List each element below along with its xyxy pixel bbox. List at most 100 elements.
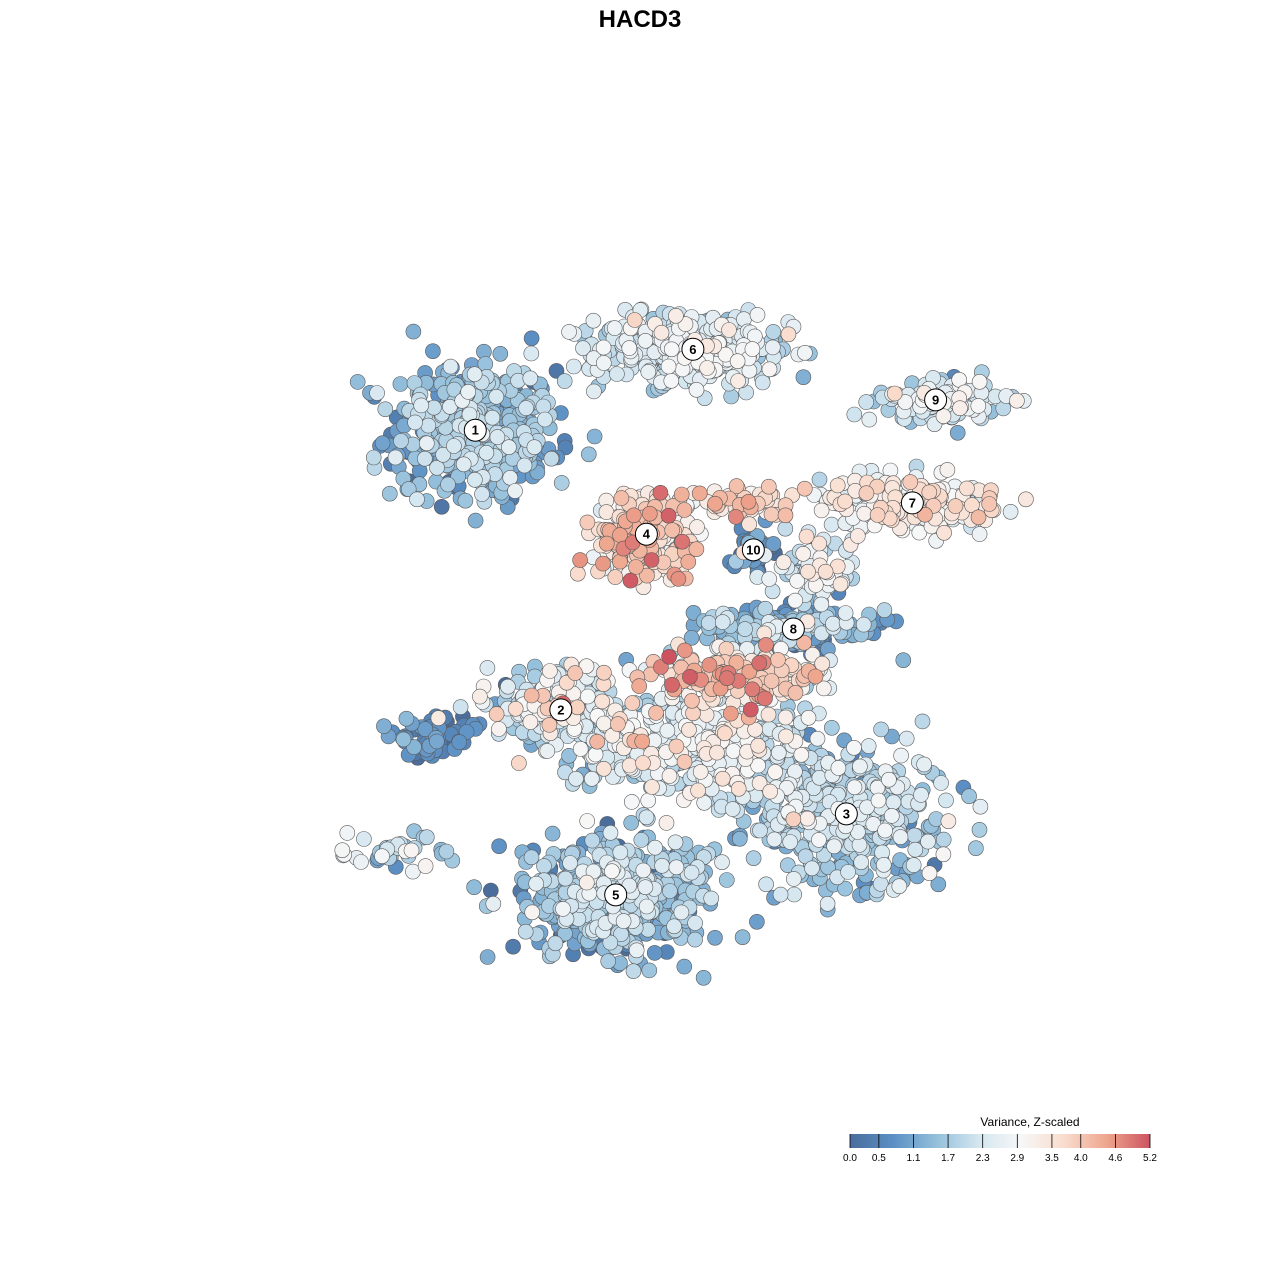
data-point [547,935,564,952]
data-point [682,668,698,685]
data-point [775,554,792,571]
data-point [688,381,705,398]
data-point [699,360,715,376]
legend-tick-label: 0.5 [872,1153,886,1164]
data-point [846,779,863,796]
legend-colorbar [850,1134,1150,1148]
data-point [640,792,657,809]
data-point [758,637,774,653]
data-point [491,838,507,855]
data-point [770,744,787,761]
data-point [641,962,658,979]
data-point [723,388,740,405]
data-point [763,673,780,689]
data-point [752,822,768,839]
data-point [622,572,639,589]
data-point [797,344,813,361]
data-point [800,709,817,726]
data-point [395,731,412,748]
data-point [858,394,875,410]
data-point [666,918,682,935]
data-point [799,810,816,827]
data-point [777,520,794,537]
data-point [785,871,802,887]
data-point [939,462,956,478]
data-point [580,446,597,463]
data-point [949,424,966,441]
data-point [714,770,731,787]
data-point [561,747,577,764]
data-point [409,491,425,508]
data-point [606,320,623,336]
data-point [689,519,705,535]
data-point [662,883,678,899]
data-point [635,862,652,879]
data-point [387,449,404,466]
data-point [543,450,560,467]
data-point [750,737,767,754]
data-point [971,373,988,390]
data-point [826,838,842,855]
data-point [722,705,739,722]
data-point [663,372,680,389]
data-point [418,435,435,452]
data-point [600,953,617,970]
data-point [749,913,765,930]
data-point [594,693,611,710]
cluster-label-8: 8 [781,617,805,641]
data-point [595,355,612,371]
data-point [767,764,784,780]
data-point [584,832,601,849]
data-point [968,840,984,857]
data-point [652,484,669,501]
data-point [653,324,670,341]
data-point [500,678,516,695]
data-point [377,401,394,418]
data-point [667,834,684,851]
data-point [624,695,641,711]
data-point [482,882,499,899]
data-point [425,343,441,360]
data-point [612,553,628,570]
data-point [489,429,506,445]
data-point [466,879,482,896]
data-point [674,533,691,550]
data-point [635,755,651,771]
data-point [557,870,574,887]
data-point [637,879,654,896]
data-point [507,483,523,499]
data-point [579,813,596,829]
data-point [858,485,875,502]
data-point [537,411,553,428]
cluster-label-2: 2 [549,698,573,722]
data-point [467,471,483,488]
data-point [762,783,779,800]
data-point [661,648,677,665]
data-point [484,409,501,426]
data-point [374,435,391,452]
data-point [664,676,680,693]
data-point [921,484,938,501]
data-point [800,563,816,580]
cluster-label-10: 10 [741,538,765,562]
data-point [724,801,741,817]
data-point [646,945,663,961]
data-point [684,692,700,709]
data-point [625,507,642,524]
data-point [491,721,507,737]
data-point [501,439,517,456]
data-point [392,376,409,392]
data-point [446,438,462,454]
cluster-label-text: 5 [612,887,619,902]
data-point [683,629,700,646]
data-point [981,496,998,512]
data-point [692,764,709,780]
data-point [638,898,655,915]
data-point [786,886,803,903]
data-point [875,856,892,873]
data-point [522,370,539,387]
data-point [641,505,658,522]
data-point [609,366,625,382]
data-point [811,832,827,848]
data-point [561,324,577,340]
